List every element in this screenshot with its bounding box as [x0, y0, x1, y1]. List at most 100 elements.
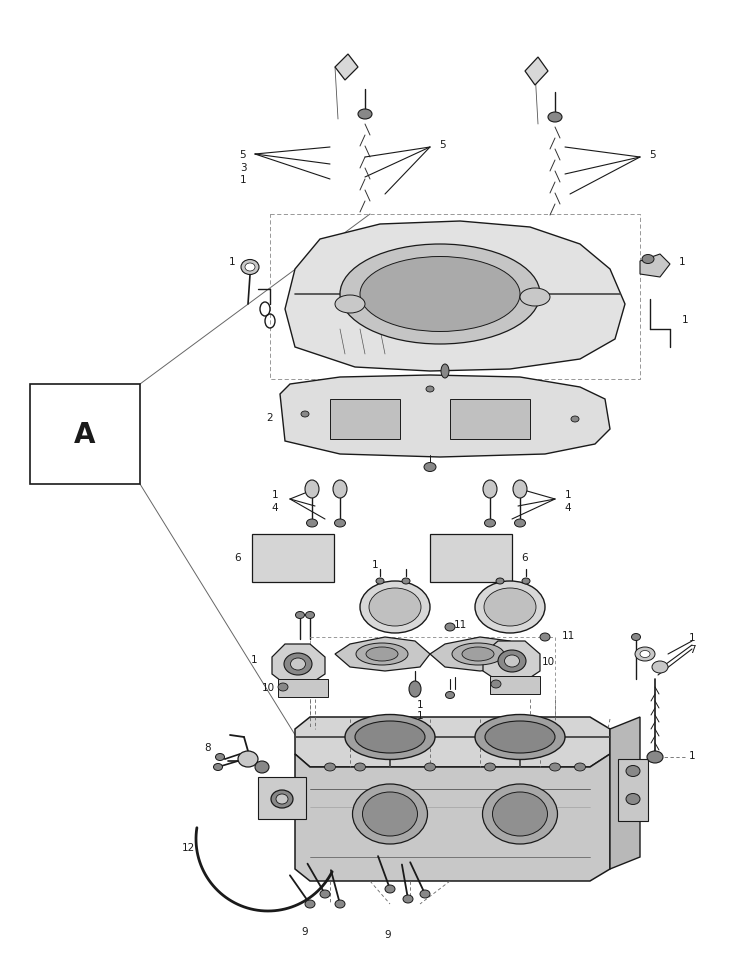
Text: 1: 1	[251, 654, 257, 664]
Polygon shape	[610, 717, 640, 869]
Ellipse shape	[574, 763, 586, 771]
Text: 6: 6	[235, 553, 242, 562]
Ellipse shape	[409, 681, 421, 698]
Ellipse shape	[420, 890, 430, 899]
Ellipse shape	[550, 763, 560, 771]
Ellipse shape	[241, 260, 259, 275]
Ellipse shape	[482, 784, 557, 844]
Ellipse shape	[446, 692, 454, 699]
Ellipse shape	[484, 520, 496, 528]
Ellipse shape	[276, 794, 288, 804]
Text: 7: 7	[688, 644, 695, 654]
Ellipse shape	[307, 520, 317, 528]
Text: 5: 5	[240, 150, 246, 160]
Text: 1: 1	[688, 632, 695, 642]
Text: 1: 1	[372, 559, 378, 570]
Ellipse shape	[360, 258, 520, 333]
Ellipse shape	[441, 364, 449, 379]
Ellipse shape	[475, 715, 565, 760]
Ellipse shape	[325, 763, 335, 771]
Ellipse shape	[452, 643, 504, 665]
Ellipse shape	[571, 416, 579, 423]
Ellipse shape	[485, 722, 555, 753]
Ellipse shape	[215, 753, 224, 761]
Bar	[618, 759, 648, 821]
Ellipse shape	[424, 463, 436, 472]
Ellipse shape	[305, 480, 319, 499]
Ellipse shape	[424, 763, 436, 771]
Polygon shape	[640, 255, 670, 278]
Bar	[258, 777, 306, 819]
Ellipse shape	[520, 288, 550, 307]
Ellipse shape	[290, 658, 305, 671]
Polygon shape	[285, 222, 625, 372]
Ellipse shape	[475, 581, 545, 633]
Text: 1: 1	[240, 175, 246, 185]
Text: 12: 12	[182, 842, 195, 852]
Ellipse shape	[333, 480, 347, 499]
Ellipse shape	[445, 624, 455, 631]
Text: 1: 1	[272, 489, 278, 500]
Ellipse shape	[360, 581, 430, 633]
Ellipse shape	[255, 761, 269, 774]
Ellipse shape	[640, 651, 650, 658]
Ellipse shape	[505, 655, 520, 667]
Text: 9: 9	[385, 929, 392, 939]
Polygon shape	[525, 58, 548, 86]
Ellipse shape	[305, 900, 315, 908]
Ellipse shape	[483, 480, 497, 499]
Text: 1: 1	[565, 489, 572, 500]
Ellipse shape	[642, 256, 654, 264]
Ellipse shape	[548, 112, 562, 123]
Ellipse shape	[301, 411, 309, 418]
Ellipse shape	[484, 588, 536, 627]
Text: 4: 4	[565, 503, 572, 512]
Text: 9: 9	[302, 926, 308, 936]
Bar	[490, 677, 540, 694]
Ellipse shape	[271, 790, 293, 808]
Polygon shape	[430, 637, 525, 672]
Ellipse shape	[491, 680, 501, 688]
Ellipse shape	[376, 579, 384, 584]
Ellipse shape	[462, 648, 494, 661]
Ellipse shape	[514, 520, 526, 528]
Ellipse shape	[355, 763, 365, 771]
Ellipse shape	[345, 715, 435, 760]
Polygon shape	[295, 754, 610, 881]
Bar	[278, 679, 328, 698]
Polygon shape	[280, 376, 610, 457]
Ellipse shape	[647, 752, 663, 763]
Bar	[252, 534, 334, 582]
Ellipse shape	[340, 245, 540, 345]
Polygon shape	[335, 637, 430, 672]
Ellipse shape	[356, 643, 408, 665]
Ellipse shape	[513, 480, 527, 499]
Text: 11: 11	[453, 619, 466, 629]
Ellipse shape	[238, 752, 258, 767]
Bar	[30, 384, 140, 484]
Bar	[450, 400, 530, 439]
Ellipse shape	[296, 612, 304, 619]
Text: 1: 1	[679, 257, 686, 267]
Text: 5: 5	[649, 150, 656, 160]
Text: 1: 1	[229, 257, 236, 267]
Ellipse shape	[320, 890, 330, 899]
Ellipse shape	[652, 661, 668, 674]
Ellipse shape	[214, 764, 223, 771]
Ellipse shape	[369, 588, 421, 627]
Ellipse shape	[632, 634, 640, 641]
Ellipse shape	[366, 648, 398, 661]
Ellipse shape	[335, 900, 345, 908]
Text: 2: 2	[267, 412, 273, 423]
Ellipse shape	[278, 683, 288, 691]
Text: 3: 3	[240, 162, 246, 173]
Ellipse shape	[335, 296, 365, 313]
Text: A: A	[74, 421, 96, 449]
Ellipse shape	[355, 722, 425, 753]
Bar	[330, 400, 400, 439]
Ellipse shape	[484, 763, 496, 771]
Ellipse shape	[635, 648, 655, 661]
Text: 11: 11	[561, 630, 574, 640]
Ellipse shape	[305, 612, 314, 619]
Ellipse shape	[626, 766, 640, 776]
